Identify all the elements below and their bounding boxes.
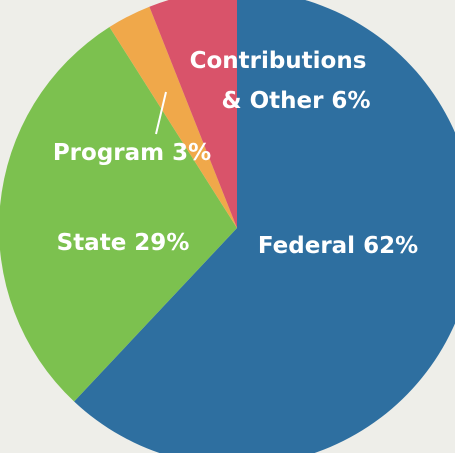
pie-slice-contributions-other [149,0,237,228]
label-federal: Federal 62% [258,233,418,259]
label-program: Program 3% [53,140,211,166]
pie-slice-federal [74,0,455,453]
label-state: State 29% [57,230,190,256]
label-contributions-line1: Contributions [190,48,367,74]
label-contributions-line2: & Other 6% [222,88,371,114]
pie-slice-state [0,27,237,402]
pie-slice-program [109,6,237,228]
program-leader-line [155,91,167,135]
